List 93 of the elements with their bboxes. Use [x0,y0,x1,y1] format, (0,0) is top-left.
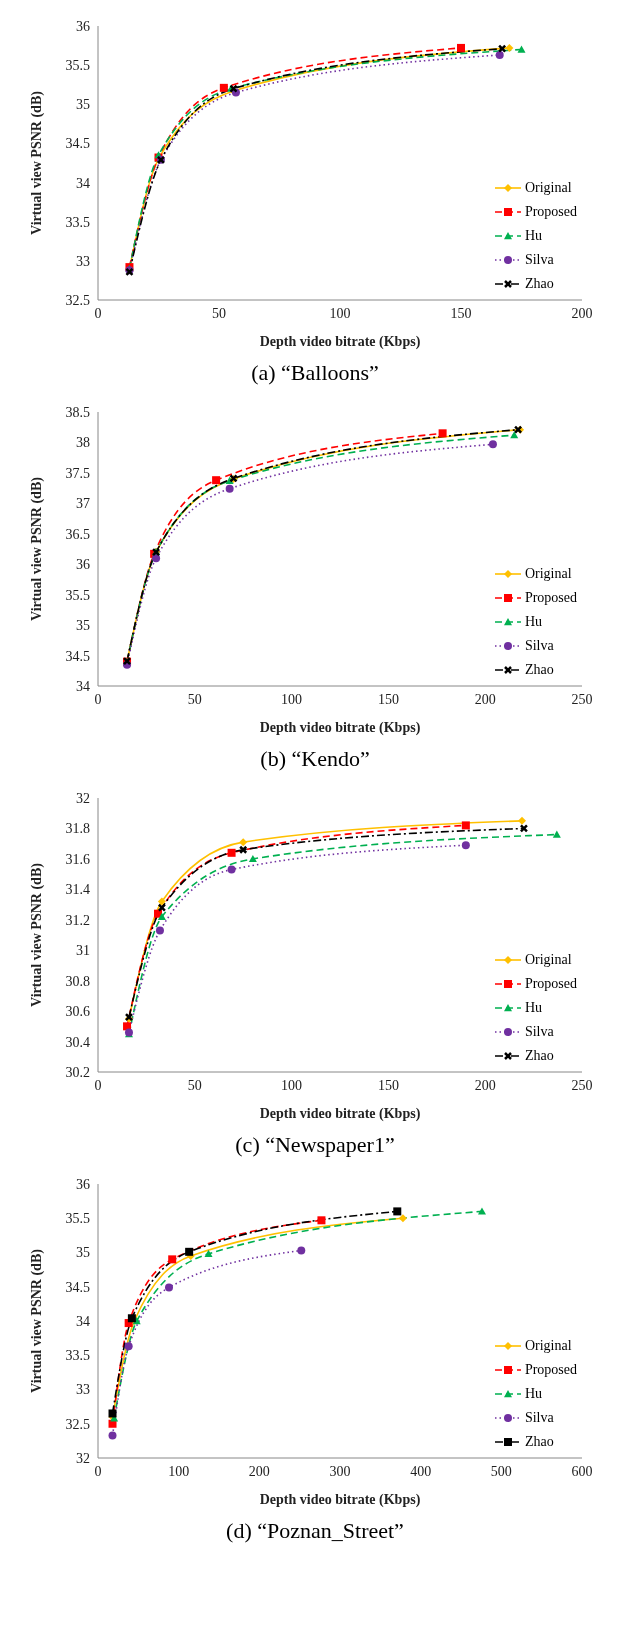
x-axis-title: Depth video bitrate (Kbps) [259,720,421,736]
legend-label: Proposed [524,1361,577,1379]
y-tick-label: 35.5 [65,1211,90,1227]
y-tick-label: 31.8 [65,821,90,837]
y-tick-label: 34.5 [65,648,90,664]
x-tick-label: 0 [94,1463,102,1479]
text: (d) “Poznan_Street” [225,1518,405,1544]
x-tick-label: 0 [94,1077,102,1093]
x-tick-label: 200 [474,1077,496,1093]
y-tick-label: 33.5 [65,214,90,230]
x-tick-label: 400 [410,1463,432,1479]
x-tick-label: 150 [377,1077,399,1093]
y-axis-title: Virtual view PSNR (dB) [28,862,45,1007]
legend-label: Original [524,565,572,583]
x-axis-title: Depth video bitrate (Kbps) [259,1106,421,1122]
legend-label: Proposed [524,203,577,221]
y-tick-label: 36 [76,1176,90,1192]
y-tick-label: 32 [76,790,90,806]
text: (c) “Newspaper1” [234,1132,396,1158]
y-tick-label: 34 [76,175,90,191]
y-tick-label: 34 [76,1313,90,1329]
y-tick-label: 30.4 [65,1034,90,1050]
y-tick-label: 35.5 [65,58,90,74]
legend-label: Silva [524,251,554,269]
y-tick-label: 31 [76,943,90,959]
y-tick-label: 30.2 [65,1064,90,1080]
y-tick-label: 31.4 [65,882,90,898]
y-tick-label: 32.5 [65,292,90,308]
x-tick-label: 100 [281,1077,303,1093]
legend-label: Proposed [524,589,577,607]
x-axis-title: Depth video bitrate (Kbps) [259,334,421,350]
y-tick-label: 32.5 [65,1416,90,1432]
y-tick-label: 35 [76,97,90,113]
y-tick-label: 34 [76,678,90,694]
legend-label: Hu [524,999,542,1017]
x-axis-title: Depth video bitrate (Kbps) [259,1492,421,1508]
x-tick-label: 150 [377,691,399,707]
y-tick-label: 34.5 [65,136,90,152]
y-tick-label: 35 [76,618,90,634]
y-tick-label: 37 [76,496,90,512]
legend-label: Silva [524,1409,554,1427]
legend-label: Silva [524,1023,554,1041]
legend-label: Original [524,951,572,969]
y-axis-title: Virtual view PSNR (dB) [28,476,45,621]
legend-label: Original [524,179,572,197]
y-tick-label: 31.2 [65,912,90,928]
x-tick-label: 200 [474,691,496,707]
x-tick-label: 0 [94,691,102,707]
legend-label: Proposed [524,975,577,993]
y-tick-label: 34.5 [65,1279,90,1295]
x-tick-label: 100 [281,691,303,707]
y-tick-label: 33.5 [65,1348,90,1364]
y-tick-label: 38.5 [65,404,90,420]
y-tick-label: 38 [76,435,90,451]
x-tick-label: 600 [571,1463,593,1479]
text: (b) “Kendo” [259,746,371,772]
legend-label: Hu [524,1385,542,1403]
x-tick-label: 300 [329,1463,351,1479]
x-tick-label: 50 [212,305,226,321]
y-tick-label: 30.8 [65,973,90,989]
text: (a) “Balloons” [250,360,380,386]
y-tick-label: 36 [76,557,90,573]
legend-label: Original [524,1337,572,1355]
y-tick-label: 35 [76,1245,90,1261]
legend-label: Hu [524,613,542,631]
x-tick-label: 200 [571,305,593,321]
x-tick-label: 200 [248,1463,270,1479]
x-tick-label: 100 [168,1463,190,1479]
y-axis-title: Virtual view PSNR (dB) [28,90,45,235]
y-tick-label: 35.5 [65,587,90,603]
x-tick-label: 250 [571,691,593,707]
y-tick-label: 31.6 [65,851,90,867]
y-tick-label: 36.5 [65,526,90,542]
y-tick-label: 32 [76,1450,90,1466]
legend-label: Silva [524,637,554,655]
x-tick-label: 50 [187,691,202,707]
x-tick-label: 50 [187,1077,202,1093]
y-axis-title: Virtual view PSNR (dB) [28,1248,45,1393]
y-tick-label: 33 [76,253,90,269]
y-tick-label: 33 [76,1382,90,1398]
x-tick-label: 0 [94,305,102,321]
legend-label: Zhao [524,275,554,293]
x-tick-label: 100 [329,305,351,321]
legend-label: Zhao [524,1433,554,1451]
x-tick-label: 500 [490,1463,512,1479]
legend-label: Zhao [524,661,554,679]
x-tick-label: 250 [571,1077,593,1093]
legend-label: Hu [524,227,542,245]
x-tick-label: 150 [450,305,472,321]
y-tick-label: 37.5 [65,465,90,481]
y-tick-label: 30.6 [65,1004,90,1020]
legend-label: Zhao [524,1047,554,1065]
y-tick-label: 36 [76,18,90,34]
